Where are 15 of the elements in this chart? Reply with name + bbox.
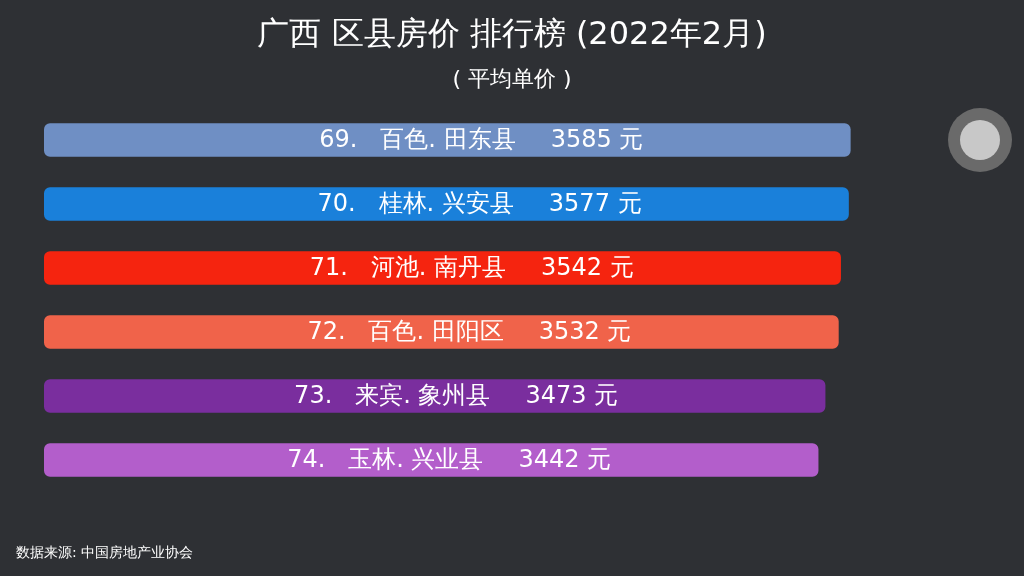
- data-label: 3532 元: [538, 317, 632, 346]
- data-label: 3585 元: [550, 125, 644, 154]
- y-tick-label: 72. 百色. 田阳区: [307, 317, 504, 346]
- chart-title: 广西 区县房价 排行榜 (2022年2月): [256, 13, 768, 54]
- chart-subtitle: ( 平均单价 ): [451, 65, 573, 93]
- y-tick-label: 69. 百色. 田东县: [319, 125, 516, 154]
- y-tick-label: 71. 河池. 南丹县: [309, 253, 506, 282]
- source-note: 数据来源: 中国房地产业协会: [16, 544, 194, 562]
- data-label: 3442 元: [518, 445, 612, 474]
- data-label: 3473 元: [525, 381, 619, 410]
- y-tick-label: 73. 来宾. 象州县: [294, 381, 491, 410]
- data-label: 3542 元: [540, 253, 634, 282]
- y-tick-label: 70. 桂林. 兴安县: [317, 189, 514, 218]
- y-tick-label: 74. 玉林. 兴业县: [287, 445, 484, 474]
- data-label: 3577 元: [548, 189, 642, 218]
